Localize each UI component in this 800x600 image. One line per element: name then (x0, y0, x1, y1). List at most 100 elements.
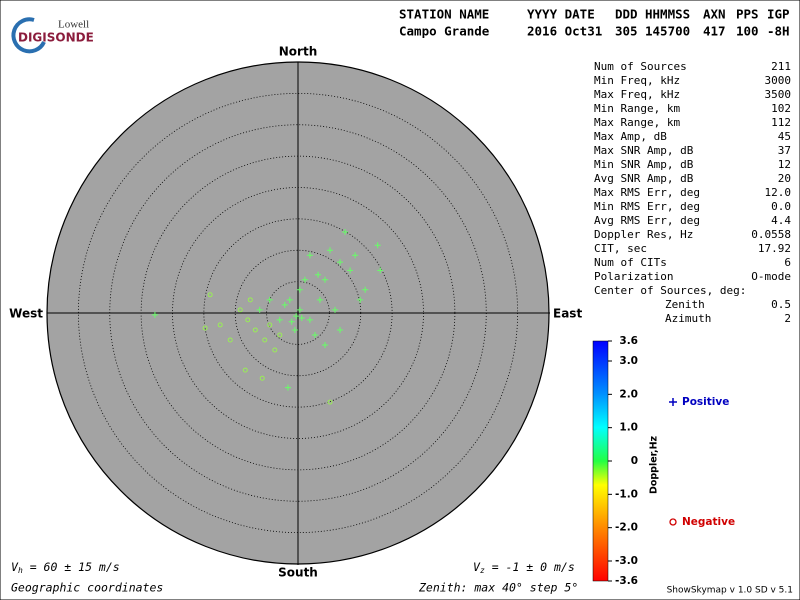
zenith-note: Zenith: max 40° step 5° (418, 581, 578, 595)
logo-arc (11, 17, 46, 54)
source-positive (352, 252, 359, 259)
colorbar-tick-label: 1.0 (619, 422, 638, 434)
param-label: Min Freq, kHz (594, 74, 680, 87)
param-label: Max Freq, kHz (594, 88, 680, 101)
direction-label: North (279, 45, 317, 59)
source-positive (374, 242, 381, 249)
legend-label: Positive (682, 396, 729, 408)
source-positive (311, 331, 318, 338)
source-positive (298, 315, 305, 322)
header-value: 305 (615, 24, 638, 39)
param-label: Doppler Res, Hz (594, 228, 693, 241)
colorbar-tick-label: 3.6 (619, 335, 638, 347)
header-value: 417 (703, 24, 726, 39)
param-value: 3000 (765, 74, 792, 87)
legend-entry: Positive (669, 396, 729, 408)
source-negative (247, 297, 253, 303)
source-negative (207, 292, 213, 298)
param-value: 0.5 (771, 298, 791, 311)
source-positive (151, 311, 158, 318)
source-positive (362, 286, 369, 293)
colorbar-tick-label: -3.6 (615, 575, 638, 587)
param-value: 112 (771, 116, 791, 129)
param-value: 2 (784, 312, 791, 325)
source-positive (256, 306, 263, 313)
param-label: Polarization (594, 270, 673, 283)
source-positive (377, 267, 384, 274)
direction-label: South (278, 566, 318, 580)
source-positive (337, 259, 344, 266)
param-label: Num of CITs (594, 256, 667, 269)
param-label: Avg RMS Err, deg (594, 214, 700, 227)
header-label: HHMMSS (645, 7, 690, 22)
colorbar-tick-label: 0 (631, 455, 638, 467)
colorbar-tick-label: 3.0 (619, 355, 638, 367)
legend-entry: Negative (669, 516, 735, 528)
param-value: 211 (771, 60, 791, 73)
logo-bottom: DIGISONDE (18, 31, 94, 45)
colorbar-label: Doppler,Hz (649, 435, 660, 494)
header-label: YYYY DATE (527, 7, 595, 22)
velocity-symbol: V (11, 560, 19, 574)
param-value: 6 (784, 256, 791, 269)
header-value: 145700 (645, 24, 690, 39)
param-value: 20 (778, 172, 791, 185)
param-label: Max RMS Err, deg (594, 186, 700, 199)
param-value: 4.4 (771, 214, 791, 227)
source-positive (281, 301, 288, 308)
source-negative (252, 327, 258, 333)
source-negative (202, 325, 208, 331)
source-positive (291, 326, 298, 333)
source-positive (342, 229, 349, 236)
param-label: Max Range, km (594, 116, 680, 129)
logo-top: Lowell (58, 19, 89, 31)
header-label: DDD (615, 7, 638, 22)
direction-label: West (9, 307, 43, 321)
velocity-text: = -1 ± 0 m/s (485, 560, 575, 574)
header-value: -8H (767, 24, 790, 39)
source-negative (259, 375, 265, 381)
param-label: Center of Sources, deg: (594, 284, 746, 297)
source-positive (286, 296, 293, 303)
source-positive (296, 286, 303, 293)
colorbar-tick-label: -1.0 (615, 488, 638, 500)
param-label: Min SNR Amp, dB (594, 158, 694, 171)
source-negative (237, 307, 243, 313)
coords-label: Geographic coordinates (11, 581, 163, 595)
source-positive (288, 318, 295, 325)
source-positive (284, 384, 291, 391)
version-label: ShowSkymap v 1.0 SD v 5.1 (667, 586, 793, 596)
header-label: PPS (736, 7, 759, 22)
source-positive (316, 296, 323, 303)
param-label: Avg SNR Amp, dB (594, 172, 694, 185)
source-positive (347, 267, 354, 274)
source-positive (357, 296, 364, 303)
source-negative (272, 347, 278, 353)
source-positive (266, 296, 273, 303)
colorbar-tick-label: 2.0 (619, 388, 638, 400)
source-positive (321, 342, 328, 349)
source-negative (245, 317, 251, 323)
source-positive (327, 247, 334, 254)
source-positive (296, 306, 303, 313)
colorbar (592, 340, 609, 582)
param-value: 45 (778, 130, 791, 143)
source-negative (227, 337, 233, 343)
param-label: Azimuth (665, 312, 711, 325)
source-positive (276, 316, 283, 323)
legend-marker (669, 398, 677, 406)
header-value: Campo Grande (399, 24, 490, 39)
velocity-label: Vz = -1 ± 0 m/s (473, 560, 575, 575)
param-value: 37 (778, 144, 791, 157)
header-value: 2016 Oct31 (527, 24, 602, 39)
source-positive (321, 276, 328, 283)
velocity-text: = 60 ± 15 m/s (23, 560, 120, 574)
source-positive (332, 306, 339, 313)
param-label: Max Amp, dB (594, 130, 667, 143)
source-positive (337, 326, 344, 333)
param-value: 102 (771, 102, 791, 115)
param-label: Max SNR Amp, dB (594, 144, 694, 157)
colorbar-tick-label: -3.0 (615, 555, 638, 567)
legend-marker (669, 518, 677, 526)
